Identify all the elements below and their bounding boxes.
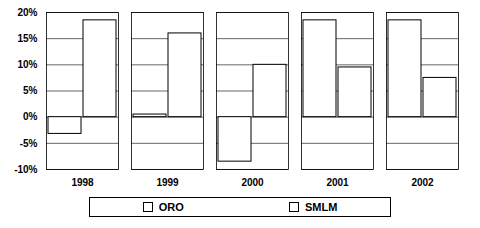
- svg-text:-10%: -10%: [14, 164, 37, 175]
- svg-text:5%: 5%: [23, 85, 38, 96]
- svg-text:0%: 0%: [23, 111, 38, 122]
- svg-text:1998: 1998: [71, 177, 94, 188]
- svg-text:2000: 2000: [241, 177, 264, 188]
- svg-text:1999: 1999: [156, 177, 179, 188]
- svg-text:2002: 2002: [411, 177, 434, 188]
- svg-text:15%: 15%: [17, 33, 37, 44]
- html-text:SMLM: SMLM: [305, 201, 338, 213]
- svg-text:-5%: -5%: [20, 138, 38, 149]
- html-text:ORO: ORO: [158, 201, 184, 213]
- svg-text:20%: 20%: [17, 7, 37, 18]
- svg-text:10%: 10%: [17, 59, 37, 70]
- svg-text:2001: 2001: [326, 177, 349, 188]
